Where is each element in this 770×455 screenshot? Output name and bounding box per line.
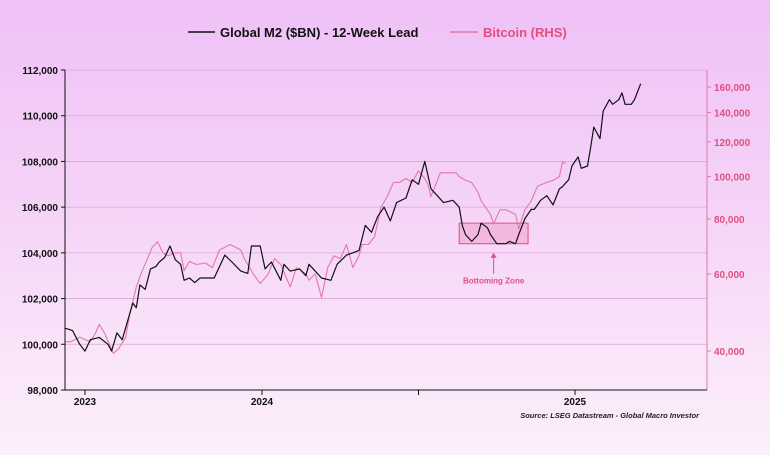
right-tick-label: 80,000 (714, 215, 745, 226)
right-tick-label: 40,000 (714, 347, 745, 358)
x-tick-label: 2023 (74, 397, 97, 408)
x-tick-label: 2025 (564, 397, 587, 408)
arrow-head-icon (490, 252, 497, 258)
legend: Global M2 ($BN) - 12-Week Lead Bitcoin (… (188, 25, 567, 40)
left-tick-label: 112,000 (22, 66, 58, 77)
series-lines (65, 83, 642, 354)
left-tick-label: 100,000 (22, 340, 59, 351)
axes: 98,000 100,000 102,000 104,000 106,000 108,00… (22, 66, 751, 408)
source-note: Source: LSEG Datastream - Global Macro I… (520, 411, 700, 420)
legend-label-bitcoin: Bitcoin (RHS) (483, 25, 567, 40)
series-line-m2 (65, 83, 642, 352)
bottoming-zone-label: Bottoming Zone (463, 277, 525, 286)
left-tick-label: 104,000 (22, 249, 59, 260)
left-tick-label: 110,000 (22, 112, 58, 123)
x-tick-label: 2024 (251, 397, 274, 408)
right-tick-label: 100,000 (714, 173, 751, 184)
right-tick-label: 120,000 (714, 138, 751, 149)
right-tick-label: 60,000 (714, 270, 745, 281)
gridlines (65, 69, 707, 345)
right-tick-label: 160,000 (714, 83, 751, 94)
bottoming-zone: Bottoming Zone (458, 222, 529, 286)
left-tick-label: 108,000 (22, 157, 59, 168)
left-tick-label: 106,000 (22, 203, 59, 214)
left-tick-label: 98,000 (27, 386, 58, 397)
left-tick-label: 102,000 (22, 295, 59, 306)
legend-label-m2: Global M2 ($BN) - 12-Week Lead (220, 25, 418, 40)
series-line-bitcoin (65, 161, 566, 354)
right-tick-label: 140,000 (714, 108, 751, 119)
